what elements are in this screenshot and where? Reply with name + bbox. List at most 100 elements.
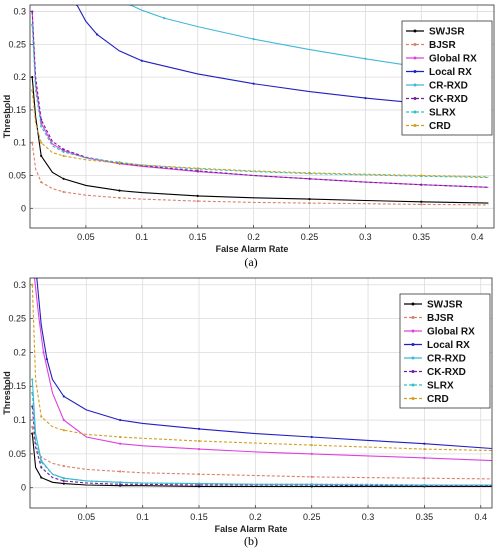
axes-frame: [29, 4, 495, 229]
legend-marker: [413, 97, 417, 100]
data-point: [252, 38, 255, 41]
data-point: [420, 174, 423, 177]
y-axis-label: Threshold: [2, 371, 12, 415]
data-point: [423, 483, 426, 487]
data-point: [31, 141, 34, 144]
data-point: [308, 201, 311, 205]
legend-marker: [411, 383, 415, 387]
data-point: [310, 475, 313, 478]
x-tick-label: 0.05: [78, 512, 96, 522]
legend-marker: [413, 83, 417, 87]
data-point: [62, 148, 65, 151]
series-line-crd: [31, 90, 489, 178]
data-point: [252, 82, 255, 85]
legend-label: SWJSR: [427, 300, 463, 311]
data-point: [197, 439, 201, 443]
data-point: [119, 418, 122, 422]
series-line-global-rx: [33, 278, 492, 462]
y-axis-label: Threshold: [2, 95, 12, 139]
y-tick-label: 0.25: [8, 39, 26, 49]
series-line-slrx: [31, 392, 492, 486]
x-axis-label: False Alarm Rate: [216, 244, 289, 254]
chart-panel-a: 0.05 0.1 0.15 0.2 0.25 0.3 0.35 0.4 0 0.05 0.1 0.15…: [2, 4, 495, 254]
panel-label-a: (a): [244, 255, 257, 269]
x-tick-label: 0.15: [190, 512, 208, 522]
y-tick-label: 0.15: [8, 105, 26, 115]
y-tick-label: 0.1: [13, 415, 26, 425]
data-point: [423, 442, 426, 445]
series-group: [31, 278, 492, 488]
data-point: [163, 17, 166, 20]
data-point: [62, 395, 65, 398]
x-tick-label: 0.4: [471, 232, 484, 242]
data-point: [119, 481, 122, 484]
legend-marker: [411, 302, 415, 306]
data-point: [119, 435, 122, 439]
data-point: [62, 177, 65, 180]
data-point: [45, 358, 49, 361]
legend-marker: [413, 56, 417, 60]
data-point: [31, 283, 34, 286]
panel-label-b: (b): [244, 534, 258, 548]
data-point: [31, 425, 34, 428]
data-point: [40, 460, 43, 464]
data-point: [62, 464, 65, 468]
data-point: [308, 171, 311, 175]
data-point: [423, 477, 426, 480]
x-tick-label: 0.3: [362, 512, 375, 522]
data-point: [310, 435, 313, 439]
y-tick-label: 0: [21, 203, 26, 213]
y-tick-label: 0.05: [8, 171, 26, 181]
series-line-swjsr: [31, 433, 492, 487]
data-point: [62, 418, 65, 422]
data-point: [196, 194, 199, 197]
data-point: [40, 180, 43, 184]
data-point: [196, 200, 199, 203]
data-point: [118, 161, 121, 165]
legend-marker: [413, 110, 417, 114]
data-point: [62, 154, 65, 157]
data-point: [197, 482, 201, 485]
legend-box: [401, 20, 493, 136]
series-line-ck-rxd: [31, 406, 492, 487]
data-point: [119, 470, 122, 473]
data-point: [364, 57, 367, 60]
data-point: [40, 121, 43, 125]
data-point: [423, 456, 426, 460]
legend-marker: [413, 43, 417, 46]
data-point: [40, 415, 43, 418]
data-point: [31, 89, 34, 92]
legend-label: CK-RXD: [427, 367, 466, 378]
legend-label: CRD: [429, 121, 451, 132]
series-line-crd: [31, 284, 492, 452]
axes-frame: [29, 277, 493, 509]
data-point: [423, 448, 426, 451]
series-line-local-rx: [36, 278, 492, 450]
data-point: [40, 154, 43, 157]
y-tick-label: 0.2: [13, 72, 26, 82]
data-point: [31, 391, 34, 395]
series-line-swjsr: [31, 77, 489, 204]
data-point: [420, 200, 423, 203]
legend-marker: [413, 29, 417, 33]
legend-marker: [411, 370, 415, 373]
legend-label: SLRX: [429, 108, 456, 119]
x-axis-label: False Alarm Rate: [215, 524, 288, 534]
data-point: [197, 427, 201, 430]
legend: SWJSR BJSR Global RX Local RX CR-RXD CK-RXD SL…: [399, 293, 491, 409]
data-point: [196, 169, 199, 173]
legend-marker: [413, 70, 417, 73]
data-point: [62, 429, 65, 432]
x-tick-label: 0.2: [249, 512, 262, 522]
data-point: [197, 473, 201, 476]
legend-label: Global RX: [429, 54, 477, 65]
data-point: [118, 189, 121, 192]
series-line-bjsr: [31, 426, 492, 480]
legend-label: SLRX: [427, 381, 454, 392]
x-tick-label: 0.15: [189, 232, 207, 242]
legend-label: Local RX: [427, 340, 470, 351]
legend-label: CRD: [427, 394, 449, 405]
data-point: [62, 477, 65, 480]
y-tick-label: 0: [21, 483, 26, 493]
